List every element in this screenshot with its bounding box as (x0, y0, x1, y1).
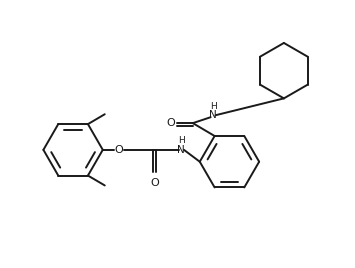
Text: O: O (114, 145, 123, 155)
Text: N: N (177, 145, 185, 155)
Text: N: N (209, 110, 217, 120)
Text: O: O (167, 118, 175, 128)
Text: O: O (151, 177, 159, 188)
Text: H: H (179, 136, 185, 145)
Text: H: H (210, 102, 217, 111)
